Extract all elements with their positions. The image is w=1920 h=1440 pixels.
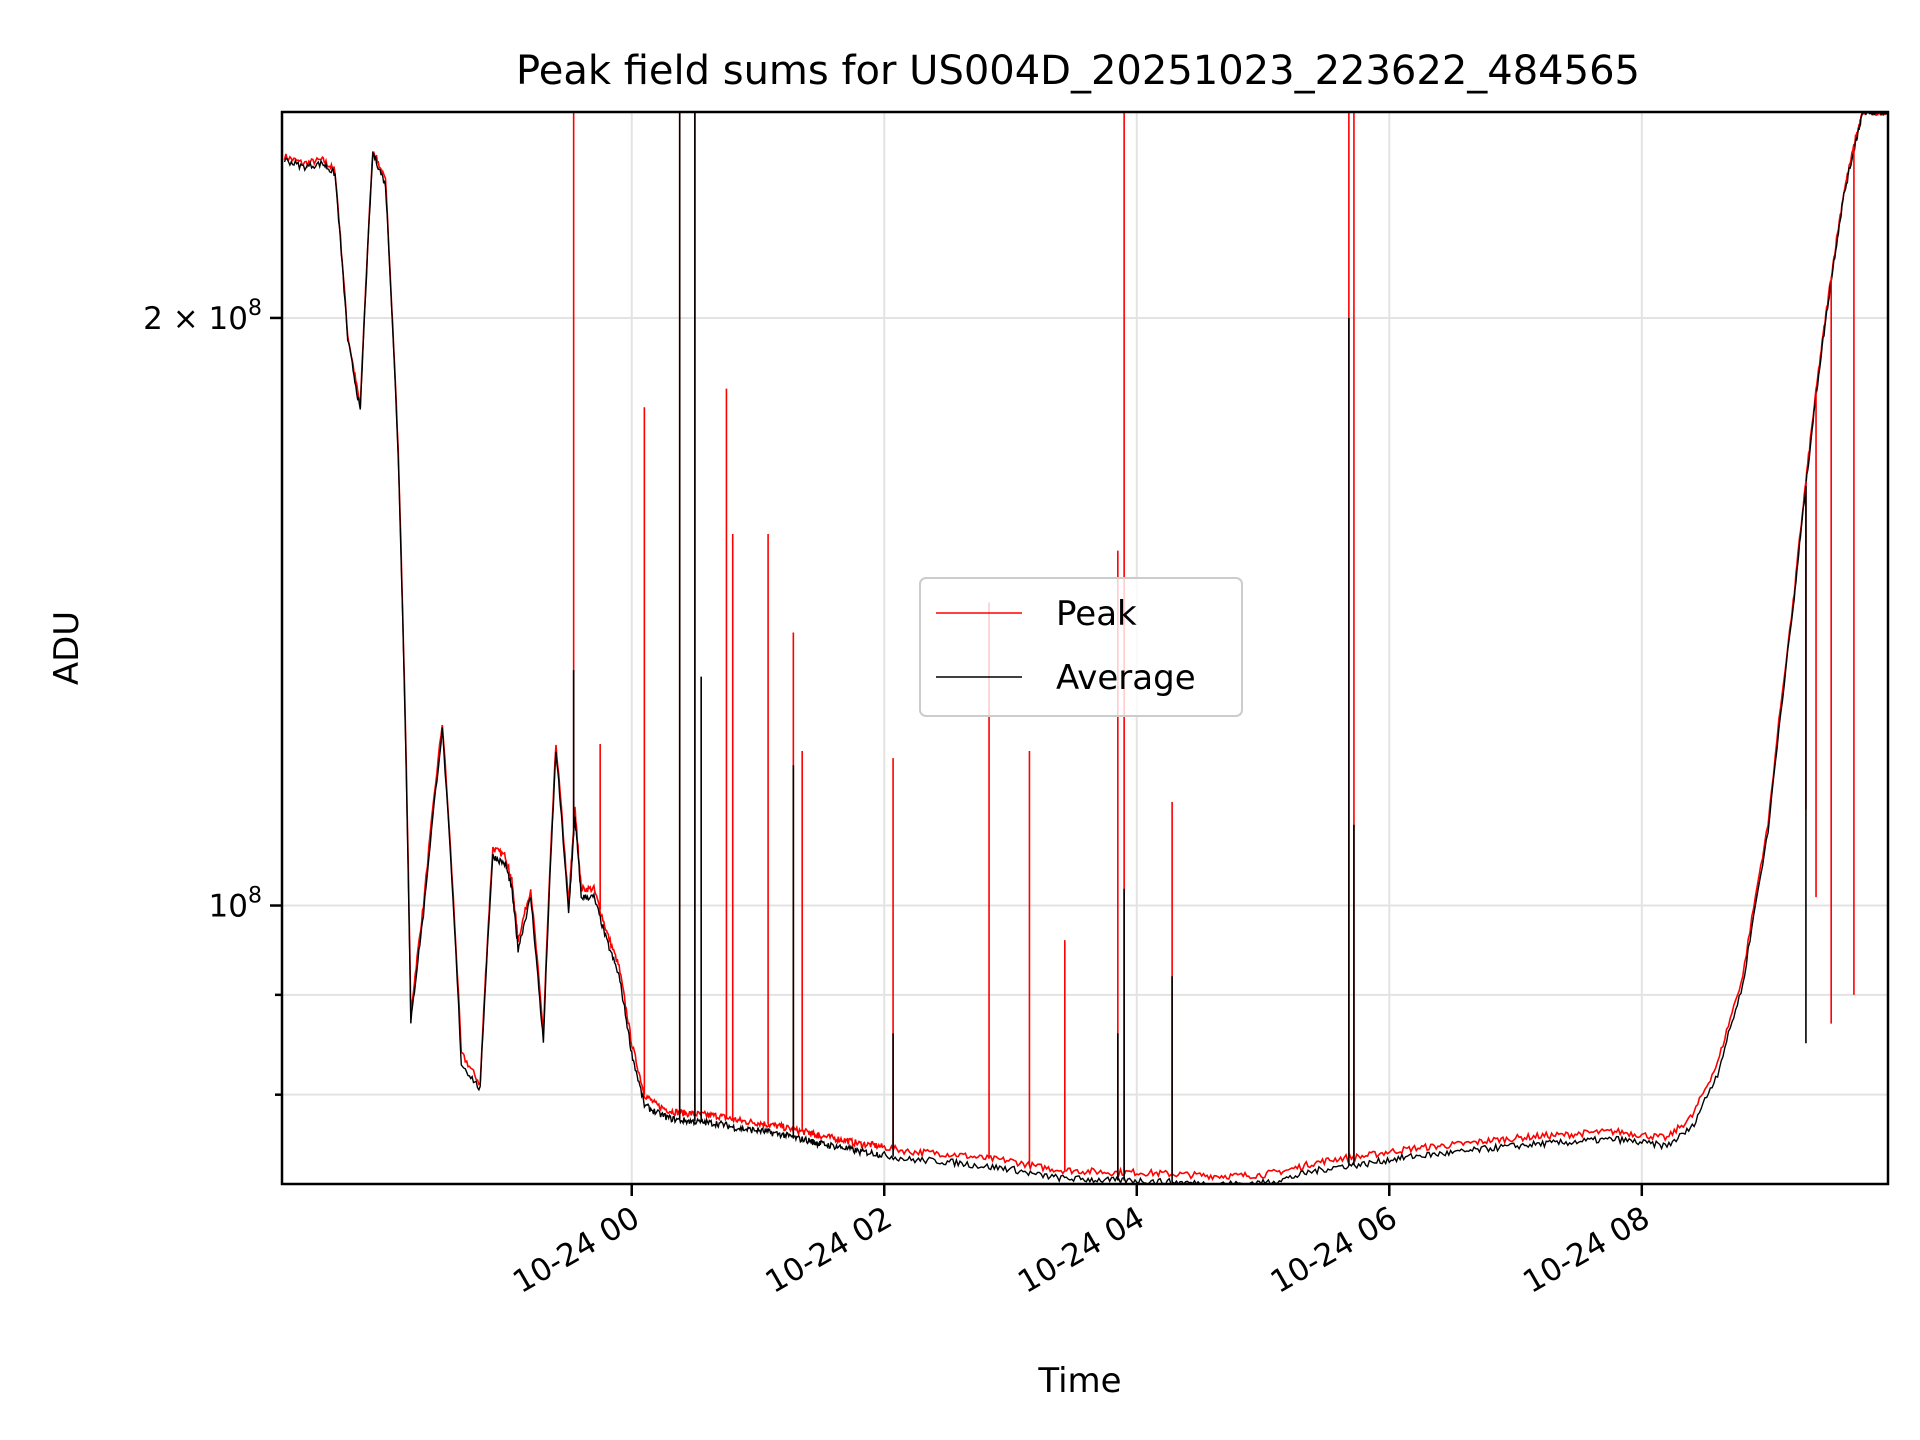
x-tick-label: 10-24 02: [760, 1200, 899, 1301]
x-tick-label: 10-24 08: [1517, 1200, 1656, 1301]
axes-frame: [280, 110, 1890, 1186]
grid-layer: [282, 112, 1888, 1184]
y-tick-label: 2 × 108: [143, 296, 262, 337]
x-tick-label: 10-24 04: [1012, 1200, 1151, 1301]
x-tick-label: 10-24 00: [507, 1200, 646, 1301]
y-tick-label: 108: [209, 884, 262, 925]
x-axis-label: Time: [1037, 1361, 1121, 1401]
series-line-average: [283, 112, 1888, 1184]
y-axis-label: ADU: [47, 611, 87, 685]
legend: Peak Average: [919, 577, 1243, 717]
legend-label-average: Average: [1056, 658, 1196, 698]
series-line-peak: [283, 112, 1888, 1182]
legend-label-peak: Peak: [1056, 594, 1137, 634]
x-tick-label: 10-24 06: [1265, 1200, 1404, 1301]
chart-title: Peak field sums for US004D_20251023_2236…: [516, 48, 1640, 94]
